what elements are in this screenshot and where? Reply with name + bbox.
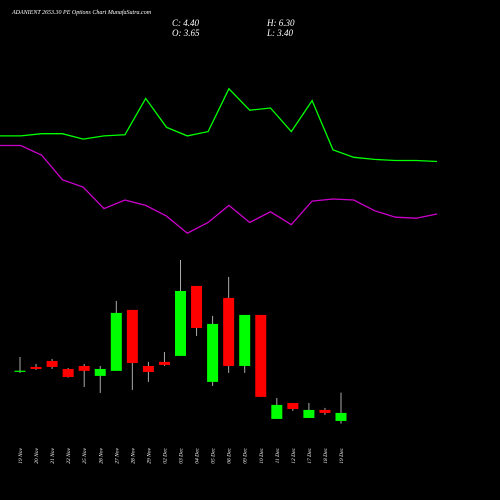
x-tick-label: 25 Nov: [82, 447, 88, 463]
x-tick-label: 06 Dec: [227, 447, 233, 463]
candle-body: [175, 290, 186, 356]
x-tick-label: 27 Nov: [114, 447, 120, 463]
x-tick-label: 12 Dec: [291, 447, 297, 463]
x-tick-label: 17 Dec: [307, 447, 313, 463]
candle-body: [158, 361, 170, 365]
close-label: C: 4.40: [172, 18, 200, 28]
x-tick-label: 26 Nov: [98, 447, 104, 463]
x-tick-label: 21 Nov: [50, 447, 56, 463]
x-tick-label: 19 Dec: [339, 447, 345, 463]
high-label: H: 6.30: [266, 18, 295, 28]
x-tick-label: 22 Nov: [66, 447, 72, 463]
line-series: [0, 87, 438, 163]
candle-body: [223, 297, 235, 366]
x-tick-label: 19 Nov: [18, 447, 24, 463]
candle-body: [46, 360, 58, 367]
x-tick-label: 18 Dec: [323, 447, 329, 463]
chart-title: ADANIENT 2653.30 PE Options Chart Munafa…: [11, 9, 152, 16]
x-tick-label: 05 Dec: [211, 447, 217, 463]
x-tick-label: 29 Nov: [146, 447, 152, 463]
x-tick-label: 11 Dec: [275, 447, 281, 463]
candle-body: [78, 365, 90, 371]
x-tick-label: 28 Nov: [130, 447, 136, 463]
candle-body: [303, 409, 315, 418]
x-tick-label: 03 Dec: [179, 447, 185, 463]
line-series: [0, 144, 438, 234]
candle-body: [126, 309, 138, 363]
candle-body: [287, 402, 299, 409]
candle-body: [30, 366, 42, 369]
candle-body: [207, 323, 219, 382]
candle-body: [62, 368, 74, 377]
candle-body: [239, 314, 251, 366]
candle-body: [14, 370, 26, 372]
x-tick-label: 10 Dec: [259, 447, 265, 463]
x-tick-label: 20 Nov: [34, 447, 40, 463]
candle-body: [319, 409, 331, 413]
candle-body: [271, 404, 283, 419]
x-tick-label: 09 Dec: [243, 447, 249, 463]
candle-body: [142, 365, 154, 372]
candle-body: [94, 368, 106, 376]
x-tick-label: 04 Dec: [194, 447, 201, 463]
candle-body: [335, 412, 347, 421]
candle-body: [191, 285, 203, 328]
open-label: O: 3.65: [172, 28, 200, 38]
low-label: L: 3.40: [266, 28, 294, 38]
candle-body: [110, 312, 122, 371]
candle-body: [255, 314, 267, 397]
x-tick-label: 02 Dec: [162, 447, 168, 463]
